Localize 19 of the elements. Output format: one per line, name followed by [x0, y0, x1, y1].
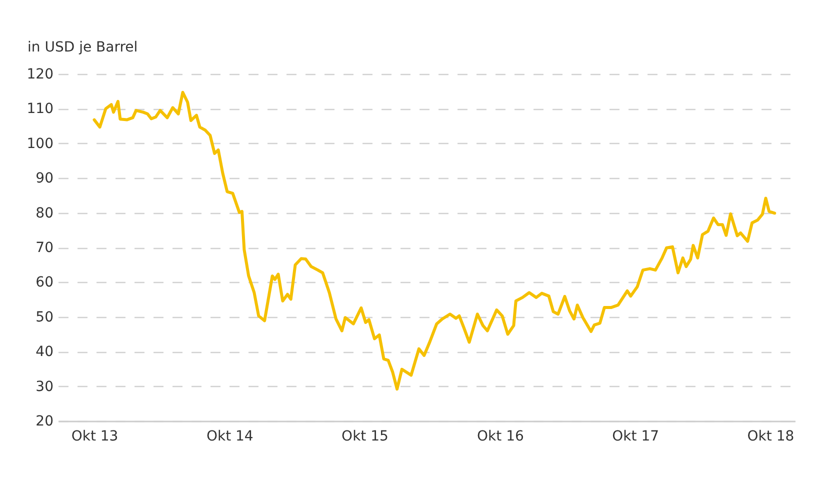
x-tick-label: Okt 18	[747, 428, 794, 444]
y-tick-label: 80	[36, 205, 54, 222]
y-tick-label: 120	[26, 66, 54, 82]
x-tick-label: Okt 16	[477, 428, 524, 444]
y-tick-label: 70	[36, 240, 54, 256]
x-tick-label: Okt 13	[71, 428, 118, 444]
line-series	[92, 90, 776, 391]
y-axis-title: in USD je Barrel	[28, 40, 138, 56]
y-tick-label: 110	[26, 101, 54, 118]
y-tick-label: 20	[36, 414, 54, 430]
x-tick-label: Okt 17	[612, 428, 660, 444]
x-tick-label: Okt 15	[342, 428, 388, 444]
y-tick-label: 30	[36, 378, 54, 395]
y-tick-label: 60	[36, 274, 54, 291]
y-tick-label: 100	[26, 136, 54, 152]
y-tick-label: 50	[36, 309, 54, 326]
y-tick-label: 90	[36, 170, 54, 187]
y-tick-label: 40	[36, 344, 54, 360]
x-tick-label: Okt 14	[206, 428, 254, 444]
